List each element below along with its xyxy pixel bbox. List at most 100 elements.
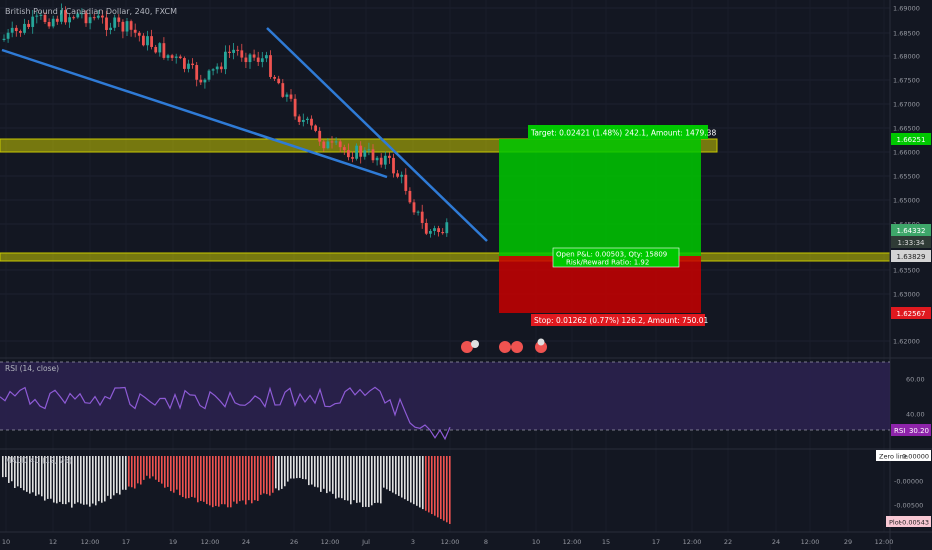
macd-bar bbox=[92, 456, 94, 504]
rsi-value-tag bbox=[891, 424, 931, 436]
candle-body bbox=[101, 15, 104, 18]
time-tick-label: 24 bbox=[242, 538, 250, 546]
candle-body bbox=[281, 83, 285, 97]
candle-body bbox=[400, 174, 404, 177]
macd-bar bbox=[146, 456, 148, 476]
macd-bar bbox=[38, 456, 40, 495]
macd-bar bbox=[302, 456, 304, 480]
candle-body bbox=[47, 21, 51, 27]
macd-bar bbox=[164, 456, 166, 488]
pnl-label-box bbox=[552, 247, 680, 268]
time-tick-label: 12:00 bbox=[321, 538, 340, 546]
macd-bar bbox=[176, 456, 178, 490]
candle-body bbox=[416, 211, 420, 213]
zero-line-label: Zero line bbox=[879, 453, 908, 461]
macd-bar bbox=[449, 456, 451, 524]
candle-body bbox=[125, 21, 129, 32]
candle-body bbox=[72, 17, 76, 19]
event-marker-icon[interactable] bbox=[499, 341, 511, 353]
candle-body bbox=[166, 55, 170, 58]
macd-bar bbox=[428, 456, 430, 513]
candle-body bbox=[10, 27, 14, 33]
candle-body bbox=[441, 232, 445, 234]
candle-body bbox=[215, 66, 219, 70]
event-marker-icon[interactable] bbox=[471, 340, 479, 348]
macd-bar bbox=[371, 456, 373, 506]
macd-bar bbox=[65, 456, 67, 505]
candle-body bbox=[289, 94, 293, 99]
event-marker-icon[interactable] bbox=[535, 341, 547, 353]
candle-body bbox=[408, 190, 412, 203]
time-tick-label: 12:00 bbox=[563, 538, 582, 546]
rsi-band bbox=[0, 362, 890, 430]
candle-body bbox=[117, 17, 121, 22]
macd-bar bbox=[212, 456, 214, 508]
rsi-tick-label: 60.00 bbox=[906, 376, 925, 384]
zero-line-tag bbox=[876, 450, 931, 461]
candle-body bbox=[285, 94, 289, 97]
zero-line-value: 0.00000 bbox=[902, 453, 929, 461]
candle-body bbox=[14, 27, 18, 32]
candle-body bbox=[191, 63, 194, 66]
candle-body bbox=[424, 222, 428, 234]
macd-bar bbox=[305, 456, 307, 480]
event-marker-icon[interactable] bbox=[511, 341, 523, 353]
macd-bar bbox=[248, 456, 250, 501]
time-tick-label: 17 bbox=[122, 538, 130, 546]
rsi-value: 30.20 bbox=[909, 427, 929, 435]
macd-bar bbox=[275, 456, 277, 489]
macd-histogram[interactable] bbox=[2, 456, 451, 524]
candle-body bbox=[129, 21, 133, 30]
macd-bar bbox=[257, 456, 259, 501]
candle-body bbox=[301, 119, 305, 122]
price-axis[interactable]: 1.69000 1.68500 1.68000 1.67500 1.67000 1.665… bbox=[893, 5, 925, 510]
macd-bar bbox=[353, 456, 355, 501]
macd-bar bbox=[161, 456, 163, 484]
rsi-line[interactable] bbox=[0, 386, 451, 441]
macd-bar bbox=[167, 456, 169, 487]
candle-body bbox=[265, 55, 268, 59]
candle-body bbox=[224, 51, 227, 70]
candle-body bbox=[60, 10, 63, 22]
candle-body bbox=[248, 54, 252, 63]
lower-trendline[interactable] bbox=[1, 48, 388, 179]
macd-bar bbox=[50, 456, 52, 499]
grid bbox=[0, 7, 890, 342]
macd-bar bbox=[11, 456, 13, 482]
candle-body bbox=[146, 36, 149, 46]
time-tick-label: 3 bbox=[411, 538, 415, 546]
macd-bar bbox=[269, 456, 271, 496]
candle-body bbox=[383, 155, 387, 165]
candle-body bbox=[68, 17, 71, 23]
candle-body bbox=[388, 155, 391, 158]
macd-bar bbox=[170, 456, 172, 492]
macd-bar bbox=[374, 456, 376, 504]
upper-trendline[interactable] bbox=[266, 27, 488, 242]
macd-bar bbox=[398, 456, 400, 496]
time-axis[interactable]: 10 12 12:00 17 19 12:00 24 26 12:00 Jul 3 12:00 8 10 1… bbox=[2, 538, 894, 546]
rsi-value-label: RSI bbox=[894, 427, 905, 435]
macd-bar bbox=[392, 456, 394, 493]
candle-body bbox=[367, 149, 371, 151]
time-tick-label: 19 bbox=[169, 538, 177, 546]
macd-bar bbox=[272, 456, 274, 493]
macd-bar bbox=[389, 456, 391, 491]
macd-bar bbox=[359, 456, 361, 503]
event-markers[interactable] bbox=[461, 338, 547, 354]
target-price-tag bbox=[891, 133, 931, 145]
event-marker-icon[interactable] bbox=[537, 338, 545, 346]
macd-bar bbox=[254, 456, 256, 501]
candle-body bbox=[338, 141, 342, 148]
macd-bar bbox=[200, 456, 202, 501]
ratio-label: Risk/Reward Ratio: 1.92 bbox=[566, 259, 649, 267]
candle-body bbox=[142, 35, 145, 46]
support-zone[interactable] bbox=[0, 252, 891, 262]
price-tick-label: 1.63500 bbox=[893, 267, 920, 275]
candle-body bbox=[293, 98, 297, 117]
target-zone[interactable] bbox=[499, 139, 701, 256]
macd-bar bbox=[194, 456, 196, 498]
macd-bar bbox=[104, 456, 106, 502]
event-marker-icon[interactable] bbox=[461, 341, 473, 353]
time-tick-label: 12:00 bbox=[683, 538, 702, 546]
